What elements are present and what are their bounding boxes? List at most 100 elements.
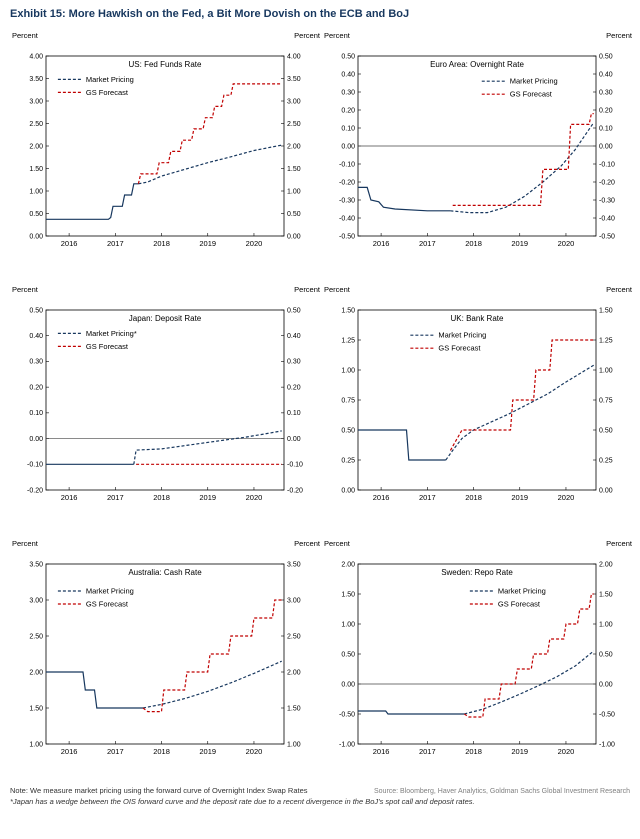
y-tick-label-right: 1.00 (287, 741, 301, 748)
y-tick-label-left: 2.00 (29, 669, 43, 676)
y-tick-label-left: 0.50 (29, 211, 43, 218)
chart-panel-us-fed-funds: Percent Percent 0.00 0.00 0.50 0.50 1.00 1.00 1.… (10, 26, 322, 276)
x-tick-label: 2018 (153, 493, 170, 502)
legend-label-market: Market Pricing (498, 587, 546, 596)
y-tick-label-right: 1.50 (287, 705, 301, 712)
x-tick-label: 2019 (511, 747, 528, 756)
series-line (142, 599, 282, 713)
footer-footnote: *Japan has a wedge between the OIS forwa… (10, 797, 475, 806)
y-tick-label-left: 1.00 (341, 621, 355, 628)
x-tick-label: 2018 (153, 747, 170, 756)
legend-label-market: Market Pricing (86, 75, 134, 84)
series-line (46, 671, 143, 709)
chart-panel-uk-bank: Percent Percent 0.00 0.00 0.25 0.25 0.50 0.50 0.… (322, 280, 634, 530)
y-tick-label-right: 0.75 (599, 397, 613, 404)
axis-unit-left: Percent (12, 539, 39, 548)
y-tick-label-right: 0.20 (599, 107, 613, 114)
x-tick-label: 2016 (61, 747, 78, 756)
axis-unit-left: Percent (324, 31, 351, 40)
x-tick-label: 2017 (419, 493, 436, 502)
y-tick-label-left: 2.50 (29, 121, 43, 128)
series-line (449, 339, 594, 451)
y-tick-label-left: 0.50 (29, 307, 43, 314)
y-tick-label-right: -0.30 (599, 197, 615, 204)
axis-unit-right: Percent (606, 31, 633, 40)
footer-note: Note: We measure market pricing using th… (10, 786, 308, 795)
y-tick-label-left: 0.10 (341, 125, 355, 132)
plot-frame (45, 563, 285, 745)
y-tick-label-right: 0.40 (599, 71, 613, 78)
y-tick-label-right: 2.00 (287, 669, 301, 676)
legend-label-market: Market Pricing (438, 331, 486, 340)
y-tick-label-right: 0.30 (287, 359, 301, 366)
y-tick-label-left: 1.50 (29, 166, 43, 173)
legend-label-forecast: GS Forecast (86, 88, 129, 97)
x-tick-label: 2019 (199, 239, 216, 248)
y-tick-label-left: 0.40 (29, 333, 43, 340)
x-tick-label: 2017 (107, 747, 124, 756)
y-tick-label-left: 0.50 (341, 53, 355, 60)
y-tick-label-left: 1.50 (341, 307, 355, 314)
report-page: Exhibit 15: More Hawkish on the Fed, a B… (10, 8, 634, 806)
y-tick-label-right: -0.20 (287, 487, 303, 494)
y-tick-label-right: -1.00 (599, 741, 615, 748)
chart-title: Japan: Deposit Rate (129, 314, 202, 323)
legend-label-forecast: GS Forecast (438, 344, 481, 353)
y-tick-label-left: 0.00 (341, 143, 355, 150)
y-tick-label-left: 2.50 (29, 633, 43, 640)
series-line (463, 593, 594, 718)
legend-label-market: Market Pricing (86, 587, 134, 596)
chart-title: Sweden: Repo Rate (441, 568, 513, 577)
series-line (138, 144, 282, 185)
y-tick-label-right: 0.50 (599, 651, 613, 658)
legend-label-forecast: GS Forecast (498, 600, 541, 609)
series-line (452, 112, 594, 206)
y-tick-label-left: 0.00 (29, 436, 43, 443)
chart-panel-japan-deposit: Percent Percent -0.20 -0.20 -0.10 -0.10 0.00 0.… (10, 280, 322, 530)
y-tick-label-right: 0.00 (599, 681, 613, 688)
y-tick-label-right: 0.00 (287, 233, 301, 240)
y-tick-label-left: -0.30 (339, 197, 355, 204)
x-tick-label: 2019 (511, 239, 528, 248)
x-tick-label: 2017 (419, 239, 436, 248)
series-line (358, 429, 446, 461)
x-tick-label: 2019 (199, 747, 216, 756)
y-tick-label-left: -0.10 (27, 462, 43, 469)
x-tick-label: 2020 (558, 747, 575, 756)
y-tick-label-right: 0.30 (599, 89, 613, 96)
series-line (450, 122, 595, 214)
series-line (358, 710, 465, 715)
chart-title: Australia: Cash Rate (128, 568, 202, 577)
chart-title: US: Fed Funds Rate (129, 60, 202, 69)
y-tick-label-right: 3.50 (287, 561, 301, 568)
x-tick-label: 2016 (373, 747, 390, 756)
y-tick-label-right: -0.20 (599, 179, 615, 186)
y-tick-label-left: -0.20 (339, 179, 355, 186)
series-line (142, 660, 282, 709)
x-tick-label: 2017 (107, 239, 124, 248)
x-tick-label: 2020 (246, 493, 263, 502)
y-tick-label-right: 1.25 (599, 337, 613, 344)
footer-source: Source: Bloomberg, Haver Analytics, Gold… (373, 788, 630, 795)
axis-unit-left: Percent (324, 285, 351, 294)
y-tick-label-left: 2.00 (341, 561, 355, 568)
y-tick-label-right: 0.10 (599, 125, 613, 132)
x-tick-label: 2020 (246, 239, 263, 248)
series-line (46, 183, 139, 220)
y-tick-label-left: -0.20 (27, 487, 43, 494)
legend-label-market: Market Pricing (510, 77, 558, 86)
chart-title: UK: Bank Rate (451, 314, 504, 323)
x-tick-label: 2016 (373, 493, 390, 502)
footer: Note: We measure market pricing using th… (10, 786, 630, 806)
y-tick-label-right: 2.50 (287, 633, 301, 640)
chart-panel-euro-overnight: Percent Percent -0.50 -0.50 -0.40 -0.40 -0.30 -… (322, 26, 634, 276)
plot-frame (45, 55, 285, 237)
legend-label-forecast: GS Forecast (86, 600, 129, 609)
y-tick-label-right: -0.50 (599, 711, 615, 718)
series-line (464, 650, 595, 715)
y-tick-label-left: -1.00 (339, 741, 355, 748)
y-tick-label-right: 0.10 (287, 410, 301, 417)
chart-title: Euro Area: Overnight Rate (430, 60, 524, 69)
y-tick-label-right: 1.50 (599, 307, 613, 314)
exhibit-title: Exhibit 15: More Hawkish on the Fed, a B… (10, 8, 410, 20)
